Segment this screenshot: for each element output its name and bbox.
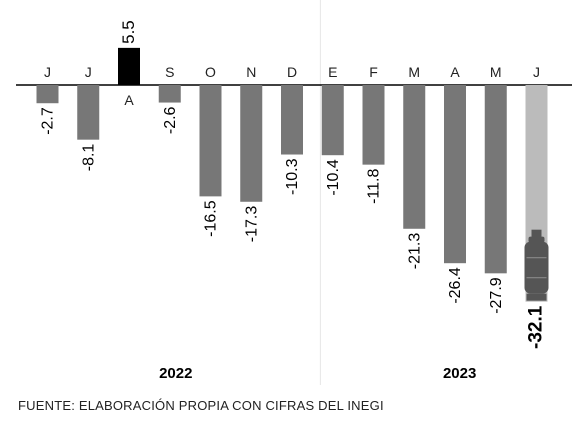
- cylinder-body: [524, 241, 549, 294]
- year-label: 2023: [443, 365, 476, 382]
- x-tick-label: M: [490, 64, 502, 80]
- cylinder-collar: [528, 236, 545, 243]
- x-tick-label: O: [205, 64, 216, 80]
- x-tick-label: N: [246, 64, 256, 80]
- bar: [77, 85, 100, 140]
- x-tick-label: J: [85, 64, 92, 80]
- bar: [484, 85, 507, 274]
- bar: [240, 85, 263, 202]
- bar: [321, 85, 344, 156]
- bar: [362, 85, 385, 165]
- gas-cylinder-icon: [524, 229, 549, 301]
- x-tick-label: A: [124, 92, 134, 108]
- data-label: -27.9: [488, 277, 505, 314]
- x-tick-label: A: [450, 64, 460, 80]
- cylinder-foot: [526, 293, 547, 301]
- data-label: -17.3: [243, 206, 260, 243]
- bar: [281, 85, 303, 155]
- bar: [118, 47, 140, 85]
- x-tick-label: S: [165, 64, 174, 80]
- x-tick-label: J: [44, 64, 51, 80]
- data-label: -10.4: [325, 159, 342, 196]
- data-label: -16.5: [203, 200, 220, 237]
- source-note: FUENTE: ELABORACIÓN PROPIA CON CIFRAS DE…: [18, 398, 384, 413]
- data-label: -26.4: [447, 267, 464, 304]
- year-label: 2022: [159, 365, 192, 382]
- x-tick-label: D: [287, 64, 297, 80]
- bar: [36, 85, 59, 104]
- x-tick-label: F: [369, 64, 378, 80]
- bar: [403, 85, 426, 229]
- bar: [158, 85, 181, 103]
- data-label: -8.1: [80, 144, 97, 172]
- x-tick-label: E: [328, 64, 337, 80]
- bar: [444, 85, 466, 264]
- data-label: -10.3: [284, 158, 301, 195]
- x-tick-label: J: [533, 64, 540, 80]
- data-label: 5.5: [119, 20, 138, 44]
- bar: [199, 85, 222, 197]
- data-label: -21.3: [406, 233, 423, 270]
- data-label: -11.8: [366, 169, 383, 204]
- data-label: -32.1: [526, 305, 547, 349]
- cylinder-valve: [531, 229, 542, 238]
- data-label: -2.7: [40, 107, 57, 135]
- x-tick-label: M: [408, 64, 420, 80]
- data-label: -2.6: [162, 106, 179, 134]
